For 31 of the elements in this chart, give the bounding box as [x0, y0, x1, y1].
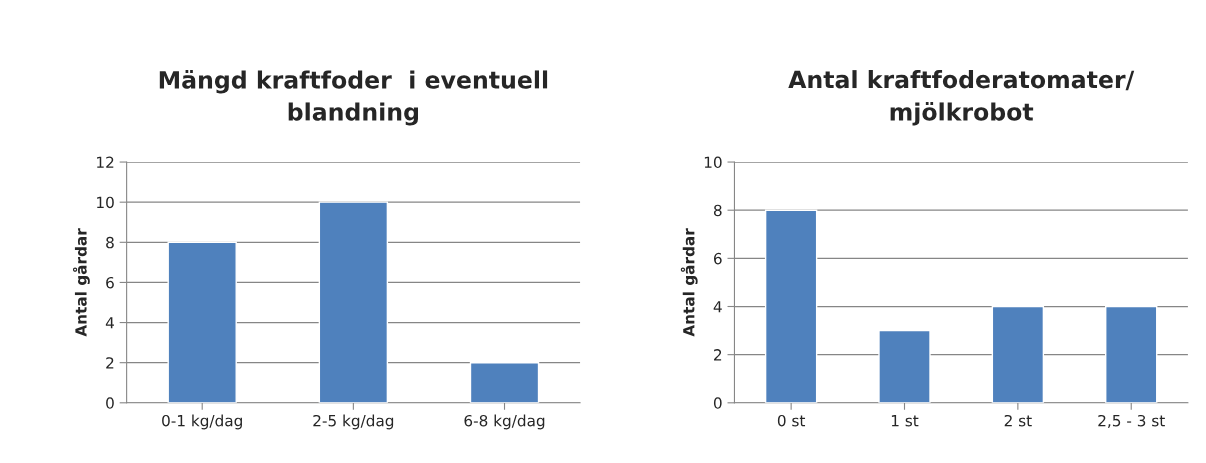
bar [167, 241, 237, 403]
bar [469, 361, 540, 403]
y-tick-label: 4 [105, 317, 114, 329]
x-tick-label: 2 st [1004, 414, 1032, 427]
y-axis-title: Antal gårdar [680, 228, 698, 337]
y-tick-label: 10 [97, 196, 114, 209]
y-tick-label: 10 [704, 156, 722, 169]
x-tick-label: 2,5 - 3 st [1098, 414, 1165, 428]
y-tick-label: 8 [713, 204, 722, 217]
y-tick-label: 6 [106, 276, 114, 289]
chart-title: Antal kraftfoderatomater/ mjölkrobot [788, 70, 1135, 126]
bar [764, 209, 818, 403]
y-tick-label: 2 [714, 349, 722, 361]
bar [991, 305, 1045, 403]
y-tick-label: 4 [713, 301, 722, 313]
chart-title: Mängd kraftfoder i eventuell blandning [159, 70, 548, 126]
y-axis-title: Antal gårdar [72, 228, 90, 337]
bar [1105, 305, 1158, 403]
y-tick-label: 2 [106, 357, 114, 369]
x-tick-label: 6-8 kg/dag [464, 414, 545, 430]
y-tick-label: 12 [97, 156, 114, 168]
y-tick-label: 6 [713, 252, 722, 265]
bar [318, 201, 389, 403]
y-tick-label: 0 [713, 397, 722, 409]
x-tick-label: 1 st [891, 415, 919, 427]
x-tick-label: 2-5 kg/dag [313, 414, 394, 430]
y-tick-label: 0 [106, 397, 114, 409]
bar [878, 329, 931, 403]
x-tick-label: 0-1 kg/dag [162, 414, 242, 430]
x-tick-label: 0 st [777, 414, 806, 427]
y-tick-label: 8 [106, 236, 114, 249]
